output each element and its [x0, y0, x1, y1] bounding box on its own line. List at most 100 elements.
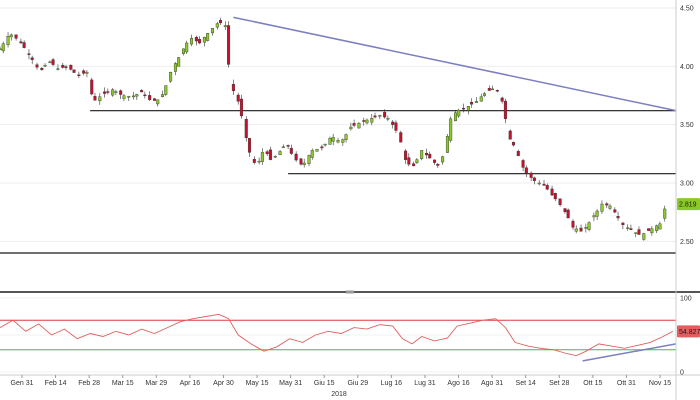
x-tick-label: Apr 16: [180, 380, 201, 387]
candle-body: [281, 146, 285, 149]
x-tick-label: Gen 31: [11, 380, 34, 387]
y-axis: 4.504.003.503.002.50100500: [680, 6, 694, 377]
candle-body: [574, 228, 578, 232]
x-tick-label: Ago 16: [447, 380, 469, 387]
candle-body: [289, 147, 293, 154]
candle-body: [383, 111, 387, 118]
rsi-panel: [0, 297, 677, 373]
x-tick-label: Mar 29: [145, 380, 167, 387]
candle-body: [294, 153, 298, 161]
candle-body: [190, 37, 194, 45]
candle-body: [529, 172, 533, 178]
candle-body: [185, 42, 189, 53]
candle-body: [122, 95, 126, 99]
candle-body: [227, 25, 231, 65]
candle-body: [474, 101, 478, 103]
candle-body: [634, 232, 638, 234]
candle-body: [244, 119, 248, 138]
candle-body: [542, 183, 546, 186]
rsi-trendline: [582, 343, 677, 362]
candle-body: [595, 210, 599, 217]
candle-body: [433, 159, 437, 163]
candle-body: [386, 118, 390, 120]
candle-body: [247, 138, 251, 153]
rsi-level-lines: [0, 319, 676, 351]
candle-body: [349, 126, 353, 130]
candle-body: [85, 71, 89, 74]
trendline: [233, 16, 677, 112]
panel-resize-handle[interactable]: [346, 290, 354, 294]
candle-body: [252, 159, 256, 163]
rsi-series: [0, 313, 674, 357]
candle-body: [1, 43, 5, 52]
candle-body: [566, 209, 570, 219]
candle-body: [103, 91, 107, 94]
x-tick-label: Set 28: [549, 380, 569, 387]
candle-body: [48, 61, 52, 64]
candle-body: [407, 157, 411, 165]
candle-body: [453, 112, 457, 122]
candle-body: [35, 64, 39, 68]
candle-body: [370, 118, 374, 123]
candle-body: [69, 64, 73, 70]
candle-body: [9, 34, 13, 38]
candle-body: [239, 98, 243, 117]
candle-body: [14, 34, 18, 39]
candle-body: [219, 20, 223, 24]
candle-body: [231, 83, 235, 92]
candle-body: [148, 95, 152, 100]
price-panel: [0, 7, 677, 254]
candle-body: [173, 63, 177, 72]
x-axis: Gen 31 Feb 14 Feb 28 Mar 15 Mar 29 Apr 16 Apr …: [11, 375, 671, 398]
candle-body: [457, 109, 461, 117]
candle-body: [650, 228, 654, 234]
candle-body: [268, 149, 272, 160]
candle-body: [135, 94, 139, 97]
candle-body: [362, 120, 366, 122]
candle-body: [503, 100, 507, 120]
candle-body: [466, 105, 470, 111]
x-axis-label: 2018: [331, 391, 347, 398]
candle-body: [236, 94, 240, 102]
candle-body: [621, 222, 625, 226]
candle-body: [127, 96, 131, 98]
candle-body: [445, 136, 449, 153]
candle-body: [391, 121, 395, 125]
candle-body: [90, 79, 94, 95]
price-y-tick-label: 3.50: [680, 122, 694, 129]
price-gridlines: [0, 7, 676, 242]
rsi-y-tick-label: 100: [680, 296, 692, 303]
candle-body: [82, 70, 86, 74]
candle-body: [425, 152, 429, 156]
candle-body: [394, 122, 398, 131]
candle-body: [336, 140, 340, 143]
candle-body: [181, 48, 185, 54]
candle-body: [64, 66, 68, 68]
candle-body: [161, 94, 165, 97]
candle-body: [273, 155, 277, 158]
candle-body: [206, 33, 210, 41]
x-tick-label: Lug 16: [381, 380, 403, 387]
candle-body: [600, 203, 604, 212]
candle-body: [215, 23, 219, 28]
candle-body: [114, 91, 118, 93]
candle-body: [378, 115, 382, 117]
candle-body: [616, 216, 620, 219]
candle-body: [629, 228, 633, 230]
candle-body: [194, 36, 198, 42]
candle-body: [584, 227, 588, 229]
candle-body: [415, 159, 419, 163]
candle-body: [302, 162, 306, 166]
candle-body: [399, 132, 403, 143]
candle-body: [98, 96, 102, 102]
candle-body: [164, 85, 168, 95]
candle-body: [323, 143, 327, 146]
candle-body: [462, 107, 466, 110]
candle-body: [357, 122, 361, 129]
candle-body: [626, 227, 630, 229]
support-resistance-lines: [0, 110, 676, 254]
candle-body: [265, 151, 269, 155]
price-trendline: [233, 16, 677, 112]
candle-body: [106, 91, 110, 93]
candle-body: [479, 96, 483, 102]
